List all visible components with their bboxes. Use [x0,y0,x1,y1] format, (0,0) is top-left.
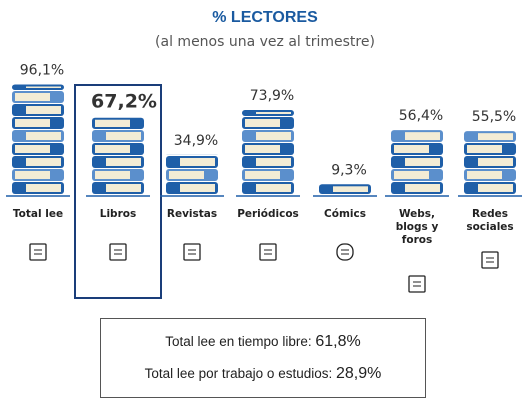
category-icon [409,276,425,292]
book-pages [405,132,440,140]
book-pages [26,106,61,114]
book-pages [245,171,280,179]
chart-title: % LECTORES [212,9,318,26]
category-label: Revistas [160,208,224,221]
book-stack [319,184,371,194]
category-label: Cómics [313,208,377,221]
book-pages [169,171,204,179]
book-pages [15,145,50,153]
category-icon [260,244,276,260]
note-value: 61,8% [315,333,360,350]
book-pages [26,184,61,192]
book-pages [15,119,50,127]
notes-box: Total lee en tiempo libre: 61,8%Total le… [100,318,426,398]
chart-subtitle: (al menos una vez al trimestre) [155,34,375,50]
note-label: Total lee en tiempo libre: [165,334,311,349]
value-label: 9,3% [331,162,367,178]
book-pages [256,184,291,192]
note-line: Total lee por trabajo o estudios: 28,9% [101,365,425,383]
value-label: 67,2% [91,91,157,113]
book-pages [245,119,280,127]
book-pages [256,132,291,140]
book-pages [26,132,61,140]
book-pages [256,158,291,166]
book-pages [478,133,513,140]
book-pages [405,158,440,166]
category-label: Redes sociales [458,208,522,234]
book-pages [180,158,215,166]
category-label: Webs, blogs y foros [385,208,449,247]
book-pages [256,112,291,114]
category-label: Periódicos [236,208,300,221]
book-stack [12,84,64,194]
book-pages [478,184,513,192]
category-icon [30,244,46,260]
book-pages [106,158,141,166]
book-pages [95,171,130,179]
book-pages [26,86,61,88]
category-label: Total lee [6,208,70,221]
book-pages [106,184,141,192]
book-stack [464,131,516,194]
book-pages [467,171,502,179]
note-value: 28,9% [336,365,381,382]
book-pages [180,184,215,192]
book-pages [405,184,440,192]
value-label: 34,9% [174,133,218,149]
book-stack [391,130,443,194]
book-stack [166,155,218,194]
category-icon [110,244,126,260]
book-pages [15,171,50,179]
book-pages [333,186,368,192]
value-label: 73,9% [250,88,294,104]
infographic: % LECTORES (al menos una vez al trimestr… [0,0,531,400]
value-label: 96,1% [20,62,64,78]
book-pages [245,145,280,153]
book-pages [467,145,502,153]
category-icon [482,252,498,268]
book-pages [15,93,50,101]
book-pages [95,120,130,127]
book-pages [394,145,429,153]
book-pages [26,158,61,166]
note-line: Total lee en tiempo libre: 61,8% [101,333,425,351]
note-label: Total lee por trabajo o estudios: [145,366,333,381]
category-icon [184,244,200,260]
book-stack [92,118,144,194]
value-label: 55,5% [472,109,516,125]
book-pages [95,145,130,153]
category-icon [337,244,353,260]
book-pages [394,171,429,179]
book-pages [478,158,513,166]
value-label: 56,4% [399,108,443,124]
book-stack [242,110,294,194]
category-label: Libros [86,208,150,221]
book-pages [106,132,141,140]
